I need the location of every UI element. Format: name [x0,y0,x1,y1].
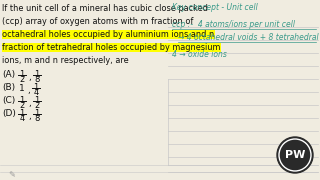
Text: 4 → oxide ions: 4 → oxide ions [172,50,227,59]
Text: ions, m and n respectively, are: ions, m and n respectively, are [2,56,129,65]
Text: PW: PW [285,150,305,160]
Text: 1: 1 [20,70,25,79]
Circle shape [277,137,313,173]
Text: octahedral holes occupied by aluminium ions and n: octahedral holes occupied by aluminium i… [2,30,214,39]
Text: ,: , [28,73,31,82]
Text: 1: 1 [19,84,25,93]
Text: ,: , [28,99,31,108]
Text: 8: 8 [34,75,40,84]
Text: If the unit cell of a mineral has cubic close packed: If the unit cell of a mineral has cubic … [2,4,208,13]
Text: (C): (C) [2,96,15,105]
Text: 1: 1 [33,83,39,92]
Text: (B): (B) [2,83,15,92]
Text: (D): (D) [2,109,16,118]
Text: 2: 2 [20,101,25,110]
Text: ccp :-  4 atoms/ions per unit cell: ccp :- 4 atoms/ions per unit cell [172,20,295,29]
Text: 4: 4 [20,114,25,123]
Text: 4: 4 [33,88,39,97]
Text: 1: 1 [34,70,40,79]
Text: 1: 1 [20,109,25,118]
Text: Key concept - Unit cell: Key concept - Unit cell [172,3,258,12]
Text: (A): (A) [2,70,15,79]
Text: 1: 1 [34,109,40,118]
Text: ✎: ✎ [8,170,15,179]
Text: ,: , [28,112,31,121]
Text: 2: 2 [34,101,40,110]
Text: ,: , [27,86,30,95]
Text: → 4 octahedral voids + 8 tetrahedral voids: → 4 octahedral voids + 8 tetrahedral voi… [178,33,320,42]
Text: 8: 8 [34,114,40,123]
Text: 2: 2 [20,75,25,84]
Text: 1: 1 [34,96,40,105]
Text: (ccp) array of oxygen atoms with m fraction of: (ccp) array of oxygen atoms with m fract… [2,17,193,26]
Text: 1: 1 [20,96,25,105]
Text: fraction of tetrahedral holes occupied by magnesium: fraction of tetrahedral holes occupied b… [2,43,220,52]
